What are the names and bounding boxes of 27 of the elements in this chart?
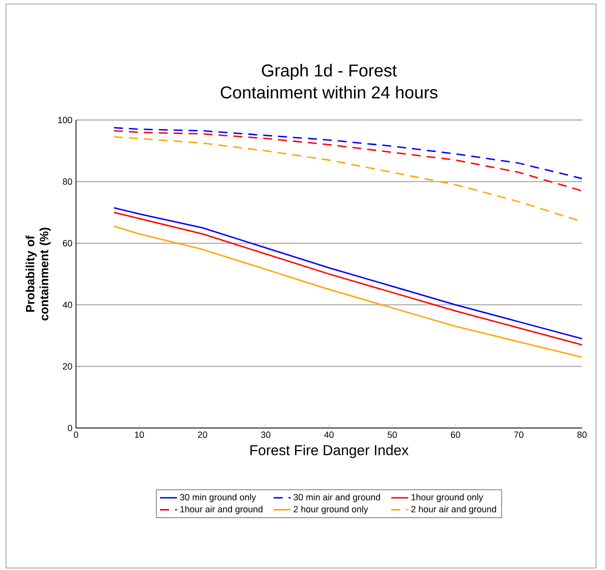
legend-label: 1hour ground only [412, 494, 484, 502]
legend-label: 1hour air and ground [180, 506, 262, 514]
chart-title: Graph 1d - Forest [262, 64, 397, 80]
x-tick-label: 10 [134, 432, 144, 438]
x-tick-label: 60 [450, 432, 460, 438]
y-tick-label: 20 [62, 363, 72, 370]
legend-label: 30 min ground only [180, 494, 256, 502]
y-tick-label: 80 [62, 178, 72, 185]
y-axis-title: Probability of containment (%) [26, 228, 51, 320]
x-tick-label: 0 [74, 432, 78, 438]
y-tick-label: 60 [62, 240, 72, 246]
x-tick-label: 40 [324, 432, 334, 438]
legend-label: 2 hour ground only [294, 506, 368, 514]
y-tick-label: 0 [68, 424, 72, 432]
line-series [113, 226, 582, 358]
y-tick-label: 40 [62, 302, 72, 308]
legend-label: 2 hour air and ground [411, 506, 496, 514]
line-series [113, 127, 582, 180]
y-tick-label: 100 [58, 116, 72, 124]
x-tick-label: 30 [261, 432, 270, 438]
x-tick-label: 80 [577, 432, 587, 438]
x-axis-title: Forest Fire Danger Index [250, 444, 409, 458]
x-tick-label: 70 [514, 432, 524, 438]
x-tick-label: 20 [198, 432, 208, 438]
x-tick-label: 50 [388, 432, 397, 438]
legend-label: 30 min air and ground [294, 494, 380, 502]
chart-subtitle: Containment within 24 hours [220, 86, 438, 99]
